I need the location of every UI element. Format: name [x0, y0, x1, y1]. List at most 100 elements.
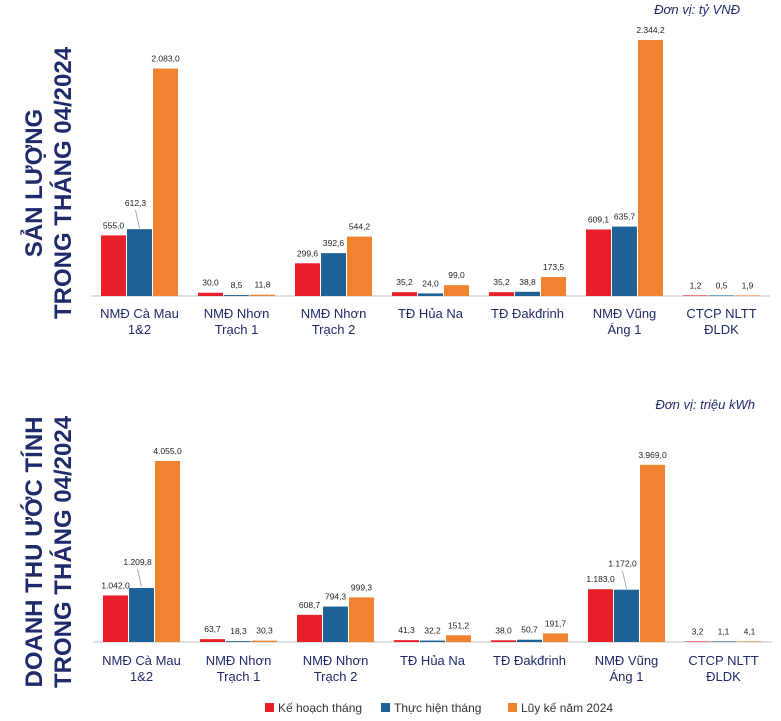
- chart1-data-label-ke-hoach-3: 35,2: [396, 277, 413, 287]
- chart1-category-label-5-line2: Áng 1: [608, 322, 642, 337]
- chart2-data-label-luy-ke-3: 151,2: [448, 620, 470, 630]
- chart2-data-label-thuc-hien-2: 794,3: [325, 592, 347, 602]
- chart2-leader-thuc-hien-5: [622, 570, 627, 589]
- chart2-bar-luy-ke-4: [543, 633, 568, 642]
- chart2-category-label-5-line2: Áng 1: [610, 669, 644, 684]
- chart2-data-label-ke-hoach-0: 1.042,0: [101, 580, 130, 590]
- chart1-unit-prefix: Đơn vị:: [654, 2, 699, 17]
- chart2-bar-thuc-hien-2: [323, 606, 348, 642]
- legend-swatch-luy-ke: [508, 703, 517, 712]
- legend-label-luy-ke: Lũy kế năm 2024: [521, 701, 613, 715]
- chart1-data-label-luy-ke-0: 2.083,0: [151, 54, 180, 64]
- legend: Kế hoạch tháng Thực hiện tháng Lũy kế nă…: [265, 701, 613, 715]
- chart1-bar-thuc-hien-4: [515, 291, 540, 296]
- chart1-data-label-thuc-hien-0: 612,3: [125, 198, 147, 208]
- chart1-data-label-ke-hoach-2: 299,6: [297, 248, 319, 258]
- chart1-data-label-luy-ke-4: 173,5: [543, 262, 565, 272]
- chart2-category-label-0-line2: 1&2: [130, 669, 153, 684]
- chart2-category-label-3-line1: TĐ Hủa Na: [400, 653, 466, 668]
- legend-label-thuc-hien: Thực hiện tháng: [394, 701, 481, 715]
- chart2-bar-luy-ke-6: [737, 641, 762, 642]
- chart1-category-label-1-line2: Trạch 1: [215, 322, 259, 337]
- chart2-data-label-luy-ke-4: 191,7: [545, 618, 567, 628]
- chart2-category-label-0-line1: NMĐ Cà Mau: [102, 653, 181, 668]
- chart1-category-label-6-line2: ĐLDK: [704, 322, 739, 337]
- chart2-data-label-ke-hoach-3: 41,3: [398, 625, 415, 635]
- chart1-bar-thuc-hien-6: [709, 295, 734, 296]
- chart2-bar-ke-hoach-4: [491, 640, 516, 642]
- chart2-bar-luy-ke-2: [349, 597, 374, 642]
- chart2-bar-thuc-hien-0: [129, 587, 154, 642]
- chart1-category-label-2-line2: Trạch 2: [312, 322, 356, 337]
- chart1-data-label-thuc-hien-3: 24,0: [422, 278, 439, 288]
- chart2-leader-thuc-hien-0: [137, 568, 142, 588]
- chart1-unit-value: tỷ VNĐ: [699, 2, 741, 17]
- chart1-bar-luy-ke-4: [541, 277, 566, 296]
- chart1-bar-thuc-hien-1: [224, 295, 249, 296]
- chart1-title-line2: TRONG THÁNG 04/2024: [49, 46, 77, 319]
- chart1-data-label-thuc-hien-1: 8,5: [231, 280, 243, 290]
- chart1-data-label-thuc-hien-4: 38,8: [519, 277, 536, 287]
- chart2-bar-ke-hoach-0: [103, 595, 128, 642]
- chart2-data-label-thuc-hien-0: 1.209,8: [123, 557, 152, 567]
- chart2-bar-thuc-hien-6: [711, 641, 736, 642]
- chart1-category-label-3-line1: TĐ Hủa Na: [398, 306, 464, 321]
- legend-swatch-thuc-hien: [381, 703, 390, 712]
- chart2-data-label-ke-hoach-6: 3,2: [692, 626, 704, 636]
- chart2-data-label-thuc-hien-1: 18,3: [230, 626, 247, 636]
- chart1-bar-thuc-hien-3: [418, 293, 443, 296]
- legend-swatch-ke-hoach: [265, 703, 274, 712]
- chart2-data-label-luy-ke-1: 30,3: [256, 626, 273, 636]
- chart2-category-label-2-line1: NMĐ Nhơn: [303, 653, 369, 668]
- chart2-bar-thuc-hien-3: [420, 640, 445, 642]
- chart1-data-label-ke-hoach-0: 555,0: [103, 220, 125, 230]
- chart1-data-label-ke-hoach-6: 1,2: [690, 280, 702, 290]
- chart1-bar-luy-ke-2: [347, 236, 372, 296]
- chart2-data-label-luy-ke-2: 999,3: [351, 582, 373, 592]
- chart1-bar-ke-hoach-4: [489, 292, 514, 296]
- chart2-unit-prefix: Đơn vị:: [655, 397, 700, 412]
- chart1-bar-ke-hoach-0: [101, 235, 126, 296]
- chart2-data-label-thuc-hien-5: 1.172,0: [608, 559, 637, 569]
- chart1-category-label-0-line1: NMĐ Cà Mau: [100, 306, 179, 321]
- chart1-category-label-6-line1: CTCP NLTT: [686, 306, 756, 321]
- chart2-data-label-luy-ke-0: 4.055,0: [153, 446, 182, 456]
- chart2-bar-luy-ke-0: [155, 461, 180, 642]
- chart2-unit-value: triệu kWh: [700, 397, 755, 412]
- chart2-title-line2: TRONG THÁNG 04/2024: [49, 415, 77, 688]
- chart2-data-label-ke-hoach-2: 608,7: [299, 600, 321, 610]
- chart1-data-label-luy-ke-1: 11,8: [255, 280, 271, 290]
- chart2-bar-luy-ke-3: [446, 635, 471, 642]
- chart1-category-label-5-line1: NMĐ Vũng: [593, 306, 657, 321]
- chart2-data-label-thuc-hien-4: 50,7: [521, 625, 538, 635]
- chart2-data-label-thuc-hien-3: 32,2: [424, 626, 441, 636]
- chart2-category-label-1-line1: NMĐ Nhơn: [206, 653, 272, 668]
- chart2-category-label-4-line1: TĐ Đakđrinh: [493, 653, 566, 668]
- chart1-category-label-4-line1: TĐ Đakđrinh: [491, 306, 564, 321]
- chart2-category-label-2-line2: Trạch 2: [314, 669, 358, 684]
- chart2-unit: Đơn vị: triệu kWh: [655, 397, 755, 412]
- chart2-bar-thuc-hien-4: [517, 639, 542, 642]
- chart1-data-label-ke-hoach-5: 609,1: [588, 214, 610, 224]
- chart1-data-label-ke-hoach-1: 30,0: [202, 278, 219, 288]
- chart1-bar-thuc-hien-2: [321, 253, 346, 296]
- chart2-bar-luy-ke-5: [640, 464, 665, 642]
- chart2-data-label-thuc-hien-6: 1,1: [718, 626, 730, 636]
- chart1-data-label-thuc-hien-5: 635,7: [614, 212, 636, 222]
- chart2-title-line1: DOANH THU ƯỚC TÍNH: [20, 416, 48, 687]
- chart2-bar-ke-hoach-5: [588, 589, 613, 642]
- chart2-category-label-6-line1: CTCP NLTT: [688, 653, 758, 668]
- chart2-data-label-ke-hoach-5: 1.183,0: [586, 574, 615, 584]
- chart2-data-label-ke-hoach-1: 63,7: [204, 624, 221, 634]
- chart2-bar-ke-hoach-3: [394, 640, 419, 642]
- chart2-bar-luy-ke-1: [252, 640, 277, 642]
- chart1-bar-luy-ke-6: [735, 295, 760, 296]
- chart1-bar-ke-hoach-1: [198, 292, 223, 296]
- chart1-bar-thuc-hien-0: [127, 229, 152, 296]
- chart1-data-label-ke-hoach-4: 35,2: [493, 277, 510, 287]
- chart2-bar-thuc-hien-1: [226, 641, 251, 642]
- chart1-bar-ke-hoach-5: [586, 229, 611, 296]
